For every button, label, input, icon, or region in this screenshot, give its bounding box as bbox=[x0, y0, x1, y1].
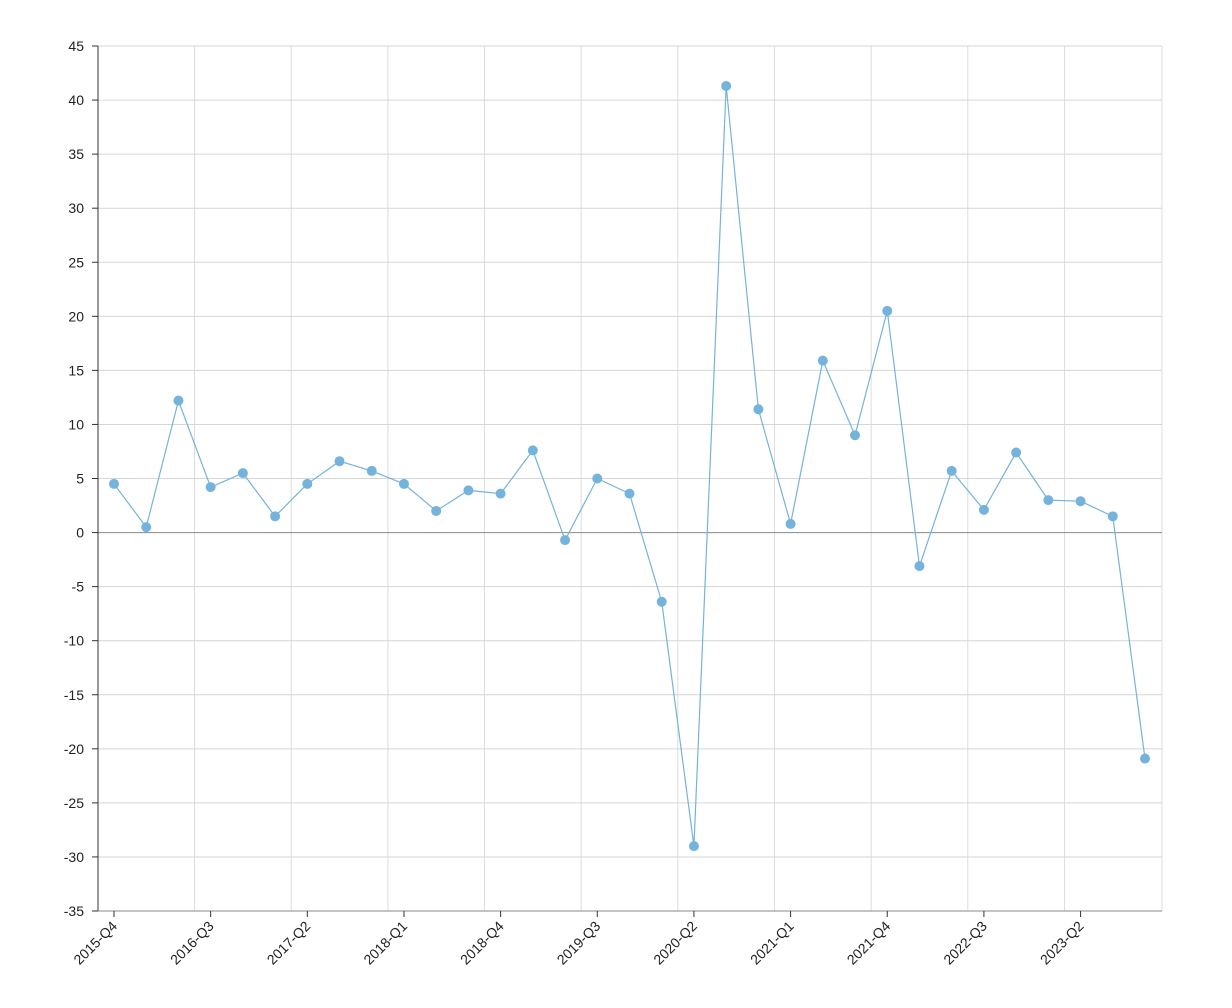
y-tick-label: 30 bbox=[68, 200, 84, 216]
y-tick-label: 35 bbox=[68, 146, 84, 162]
point bbox=[398, 478, 409, 489]
point bbox=[237, 468, 248, 479]
point bbox=[560, 535, 571, 546]
x-tick-label: 2021-Q4 bbox=[844, 918, 894, 968]
y-tick-label: -15 bbox=[64, 687, 84, 703]
point bbox=[109, 478, 119, 489]
point bbox=[721, 81, 732, 92]
y-tick-label: 15 bbox=[68, 362, 84, 378]
y-tick-label: 5 bbox=[76, 471, 84, 487]
point bbox=[463, 485, 474, 496]
point bbox=[1043, 495, 1054, 506]
point bbox=[334, 456, 345, 467]
y-tick-label: 40 bbox=[68, 92, 84, 108]
point bbox=[946, 465, 957, 476]
point bbox=[302, 478, 313, 489]
point bbox=[592, 473, 603, 484]
point bbox=[527, 445, 538, 456]
x-tick-label: 2022-Q3 bbox=[940, 918, 990, 968]
point bbox=[495, 488, 506, 499]
point bbox=[688, 841, 699, 852]
y-tick-label: -25 bbox=[64, 795, 84, 811]
point bbox=[1075, 496, 1086, 507]
point bbox=[624, 488, 635, 499]
x-tick-label: 2019-Q3 bbox=[554, 918, 604, 968]
y-tick-label: 0 bbox=[76, 525, 84, 541]
y-tick-label: 45 bbox=[68, 38, 84, 54]
x-tick-label: 2021-Q1 bbox=[747, 918, 797, 968]
point bbox=[173, 395, 184, 406]
y-tick-label: 25 bbox=[68, 254, 84, 270]
x-tick-label: 2018-Q4 bbox=[457, 918, 507, 968]
x-tick-label: 2018-Q1 bbox=[360, 918, 410, 968]
point bbox=[656, 596, 667, 607]
point bbox=[785, 518, 796, 529]
point bbox=[1107, 511, 1118, 522]
y-tick-label: 10 bbox=[68, 416, 84, 432]
x-tick-label: 2023-Q2 bbox=[1037, 918, 1087, 968]
point bbox=[1011, 447, 1022, 458]
x-tick-label: 2020-Q2 bbox=[650, 918, 700, 968]
point bbox=[431, 505, 442, 516]
point bbox=[366, 465, 377, 476]
point bbox=[882, 305, 893, 316]
y-tick-label: -5 bbox=[72, 579, 85, 595]
point bbox=[914, 561, 925, 572]
point bbox=[753, 404, 764, 415]
point bbox=[205, 482, 216, 493]
point bbox=[817, 355, 828, 366]
y-tick-label: 20 bbox=[68, 308, 84, 324]
point bbox=[270, 511, 281, 522]
y-tick-label: -35 bbox=[64, 903, 84, 919]
point bbox=[978, 504, 989, 515]
point bbox=[1140, 753, 1150, 764]
x-tick-label: 2017-Q2 bbox=[264, 918, 314, 968]
y-tick-label: -20 bbox=[64, 741, 84, 757]
y-tick-label: -30 bbox=[64, 849, 84, 865]
line bbox=[113, 85, 1146, 847]
x-tick-label: 2015-Q4 bbox=[70, 918, 120, 968]
point bbox=[850, 430, 861, 441]
point bbox=[141, 522, 152, 533]
x-tick-label: 2016-Q3 bbox=[167, 918, 217, 968]
y-tick-label: -10 bbox=[64, 633, 84, 649]
